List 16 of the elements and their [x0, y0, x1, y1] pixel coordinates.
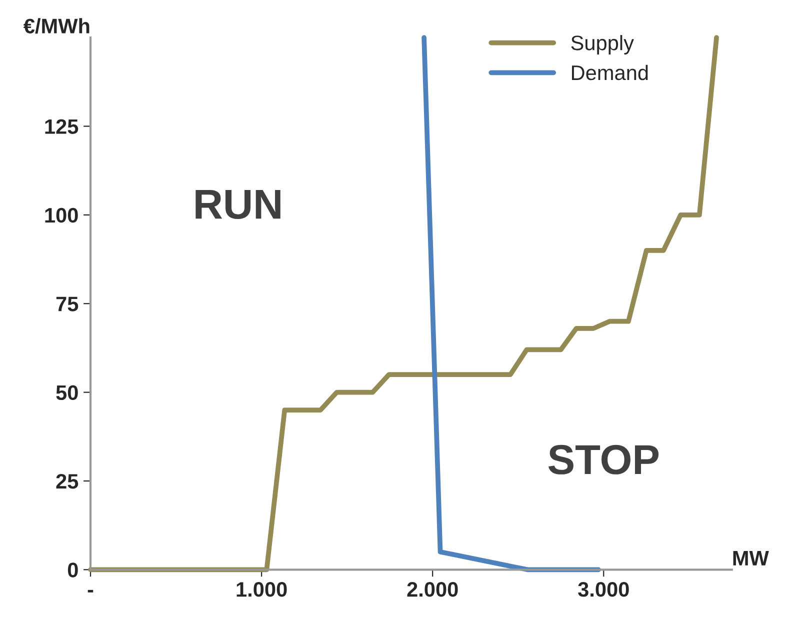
x-tick-label: 1.000: [236, 582, 287, 597]
annotation: STOP: [548, 444, 659, 474]
legend-label: Supply: [571, 35, 634, 54]
y-tick-label: 100: [45, 208, 78, 223]
x-tick-label: 2.000: [407, 582, 458, 597]
y-tick-label: 0: [68, 562, 78, 578]
y-tick-label: 25: [56, 474, 78, 489]
y-tick-label: 125: [45, 119, 78, 134]
y-axis-title: €/MWh: [23, 18, 90, 34]
y-tick-label: 50: [56, 385, 78, 400]
x-axis-title: MW: [733, 551, 769, 566]
y-tick-label: 75: [56, 296, 78, 312]
legend-label: Demand: [572, 64, 648, 80]
annotation: RUN: [196, 190, 280, 220]
x-tick-label: 3.000: [578, 582, 629, 597]
x-tick-label: -: [88, 590, 94, 592]
